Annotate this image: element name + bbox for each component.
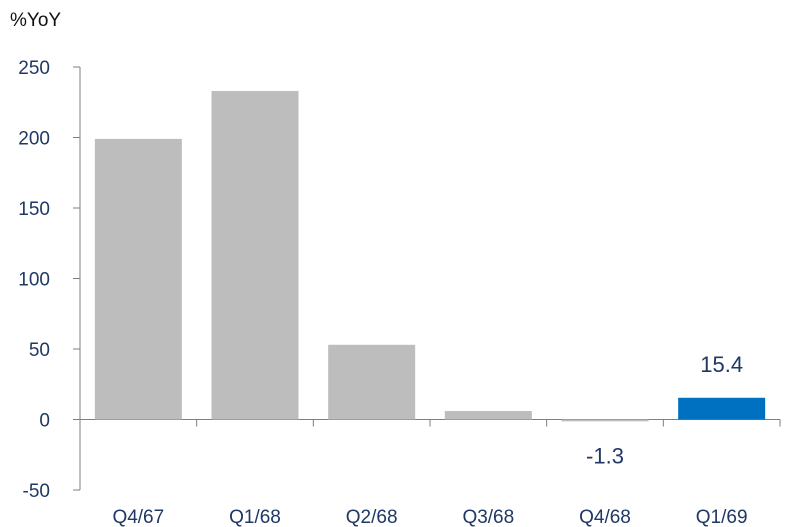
x-tick-label: Q2/68: [346, 507, 398, 527]
y-axis-unit-label: %YoY: [10, 10, 61, 31]
x-tick-label: Q3/68: [462, 507, 514, 527]
y-tick-label: 200: [18, 129, 50, 150]
data-label: -1.3: [586, 444, 624, 469]
labels: Q4/67 Q1/68 Q2/68 Q3/68 Q4/68 -1.3 Q1/69 15.4: [112, 352, 747, 527]
y-tick-label: 50: [29, 340, 50, 361]
x-tick-label: Q1/69: [696, 507, 748, 527]
x-tick-label: Q4/68: [579, 507, 631, 527]
data-label: 15.4: [700, 352, 743, 377]
x-tick-label: Q1/68: [229, 507, 281, 527]
bar-Q4-68: [561, 419, 649, 422]
bar-Q2-68: [328, 344, 416, 420]
bar-Q1-69: [678, 397, 766, 420]
bars: [94, 90, 766, 422]
y-tick-label: 250: [18, 58, 50, 79]
bar-Q4-67: [94, 138, 182, 420]
bar-Q1-68: [211, 90, 299, 420]
axes: -50 0 50 100 150 200 250: [18, 58, 781, 502]
y-tick-label: 100: [18, 270, 50, 291]
y-tick-label: -50: [23, 481, 50, 502]
y-tick-label: 0: [39, 411, 50, 432]
x-tick-label: Q4/67: [112, 507, 164, 527]
y-tick-label: 150: [18, 199, 50, 220]
bar-Q3-68: [444, 411, 532, 420]
